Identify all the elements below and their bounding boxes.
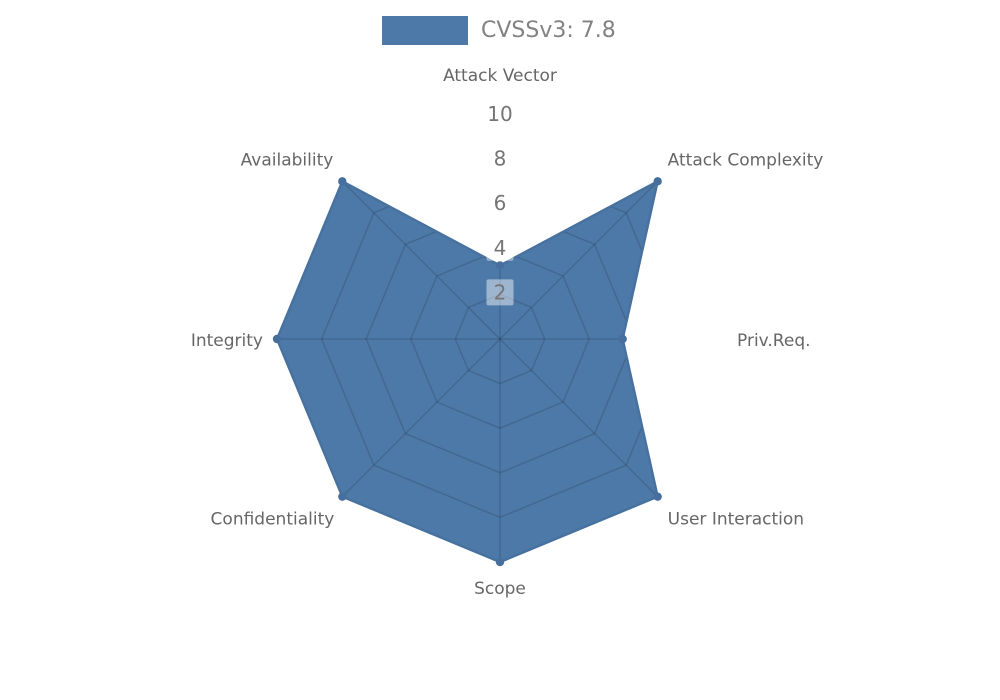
- legend-label: CVSSv3: 7.8: [481, 18, 616, 43]
- axis-label-user-interaction: User Interaction: [668, 510, 804, 530]
- tick-label: 10: [487, 102, 512, 126]
- radar-spoke: [341, 181, 501, 340]
- vertex-marker: [653, 492, 662, 501]
- tick-label: 8: [494, 147, 507, 171]
- axis-label-availability: Availability: [241, 150, 334, 170]
- tick-box: [486, 234, 514, 261]
- axis-label-integrity: Integrity: [191, 331, 263, 351]
- vertex-marker: [618, 334, 627, 344]
- radar-spoke: [499, 181, 658, 340]
- axis-label-priv-req: Priv.Req.: [737, 331, 811, 351]
- vertex-marker: [653, 177, 662, 186]
- radar-grid-ring: [409, 248, 591, 430]
- tick-box: [486, 279, 514, 306]
- legend-swatch: [382, 16, 468, 45]
- vertex-marker: [338, 492, 347, 501]
- vertex-marker: [495, 557, 505, 567]
- radar-grid-ring: [454, 293, 546, 385]
- axis-label-attack-complexity: Attack Complexity: [668, 150, 824, 170]
- tick-box: [486, 190, 514, 217]
- radar-grid-ring: [365, 204, 635, 474]
- tick-box: [486, 145, 514, 172]
- axis-label-confidentiality: Confidentiality: [211, 510, 335, 530]
- tick-label: 6: [494, 191, 507, 215]
- axis-label-scope: Scope: [474, 579, 526, 599]
- axis-label-attack-vector: Attack Vector: [443, 66, 557, 86]
- tick-label: 4: [494, 236, 507, 260]
- series-area-cvssv3: [277, 181, 658, 562]
- radar-spoke: [499, 338, 658, 498]
- vertex-marker: [495, 261, 505, 270]
- radar-spoke: [341, 338, 501, 498]
- tick-label: 2: [494, 280, 507, 304]
- tick-box: [480, 101, 520, 127]
- vertex-marker: [272, 334, 282, 344]
- vertex-marker: [338, 177, 347, 186]
- legend-item-cvssv3[interactable]: CVSSv3: 7.8: [382, 16, 616, 45]
